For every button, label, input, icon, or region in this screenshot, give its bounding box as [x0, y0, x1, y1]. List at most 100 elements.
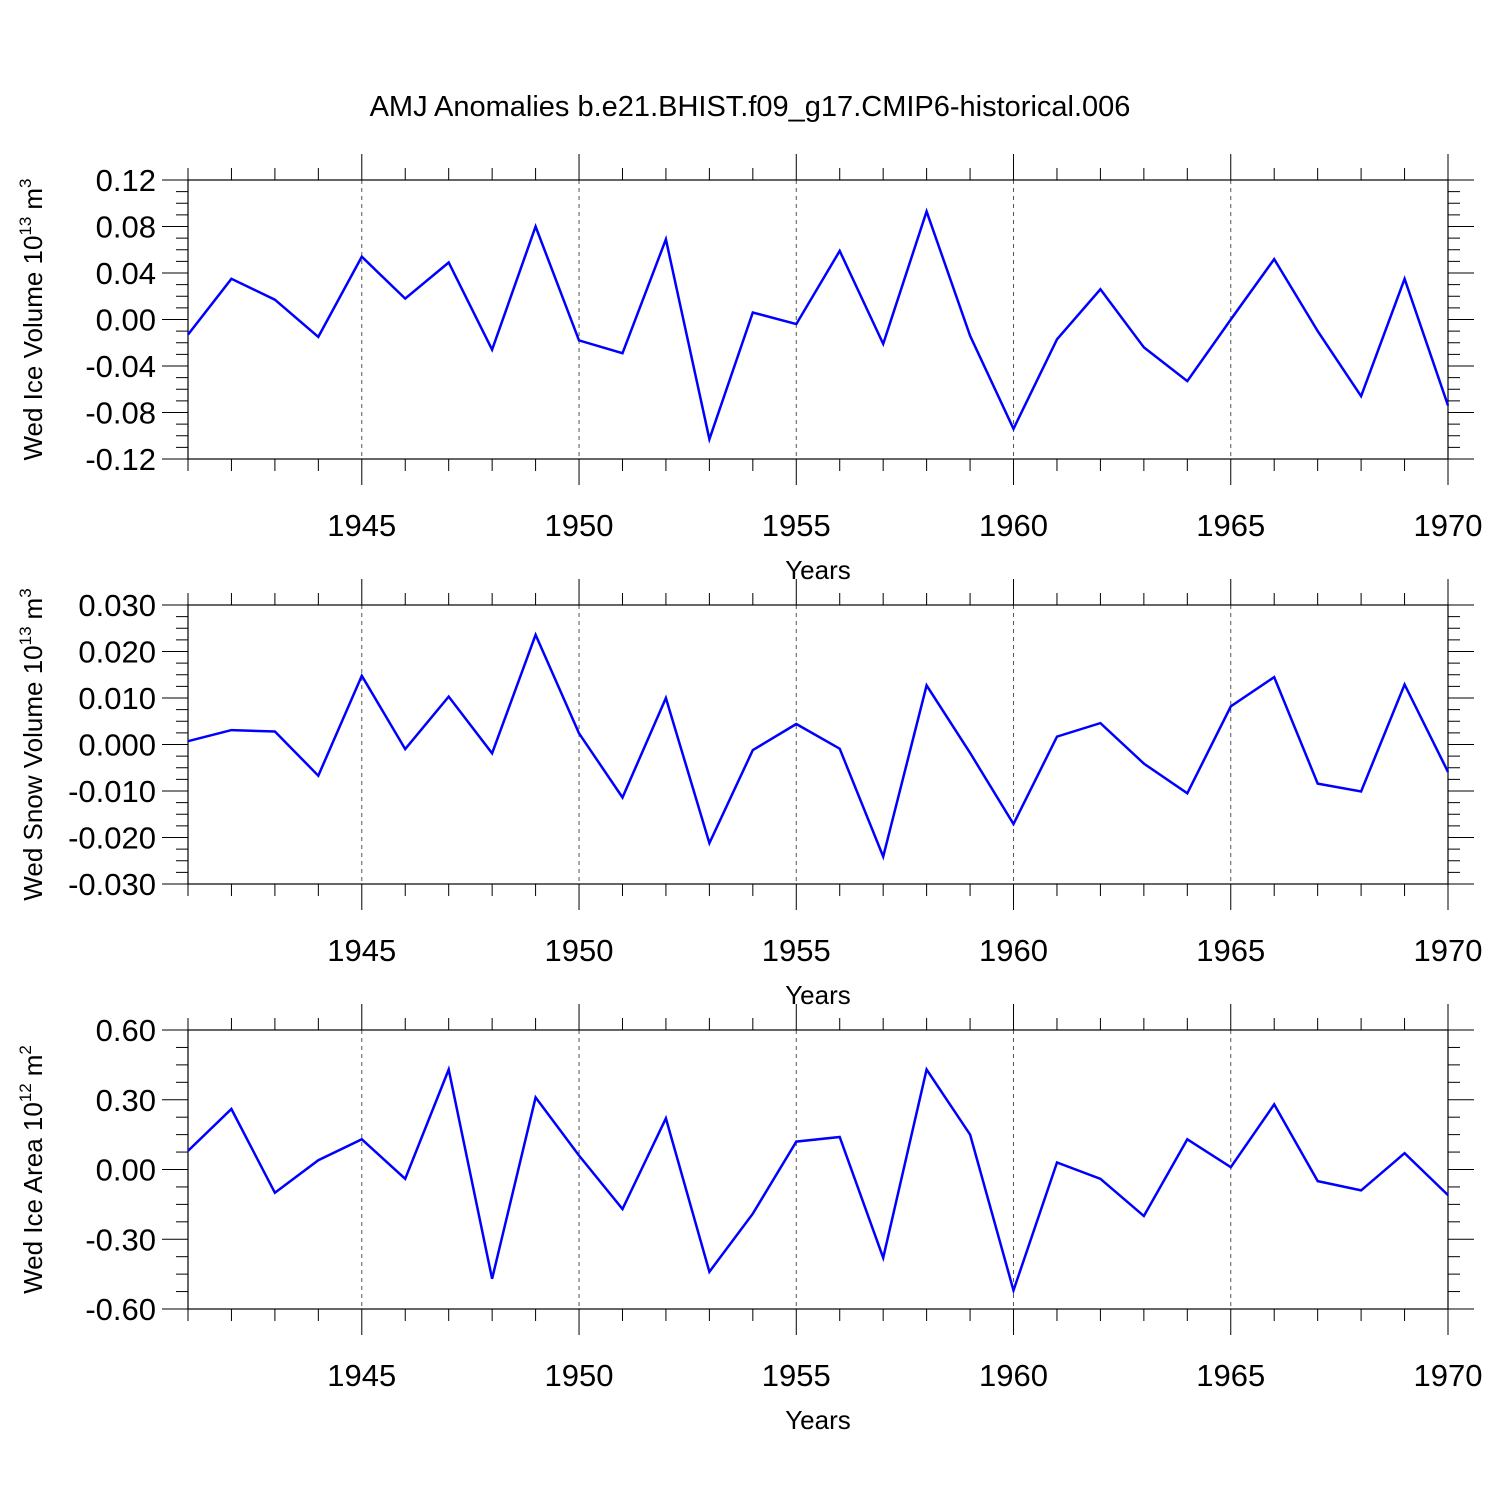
y-tick-label: 0.00 [96, 303, 156, 338]
x-tick-label: 1945 [327, 1358, 396, 1393]
x-tick-label: 1955 [762, 1358, 831, 1393]
data-point [1185, 791, 1189, 795]
y-axis-label-unit-exponent: 3 [16, 588, 35, 597]
y-axis-label-unit-exponent: 2 [16, 1045, 35, 1054]
data-point [534, 225, 538, 229]
y-axis-label-unit: m [18, 188, 48, 210]
data-point [751, 748, 755, 752]
data-point [316, 1158, 320, 1162]
x-tick-label: 1960 [979, 1358, 1048, 1393]
data-point [229, 1107, 233, 1111]
data-point [925, 683, 929, 687]
data-point [968, 334, 972, 338]
data-point [794, 722, 798, 726]
y-tick-label: -0.010 [68, 774, 156, 809]
x-tick-label: 1950 [545, 1358, 614, 1393]
y-tick-label: 0.08 [96, 210, 156, 245]
data-point [751, 311, 755, 315]
y-tick-label: -0.04 [85, 349, 156, 384]
y-axis-label-unit: m [18, 598, 48, 620]
figure-title: AMJ Anomalies b.e21.BHIST.f09_g17.CMIP6-… [370, 91, 1131, 123]
data-point [447, 695, 451, 699]
data-point [1142, 1214, 1146, 1218]
y-axis-label: Wed Ice Volume 1013 m3 [16, 178, 48, 460]
chart-panel-3: -0.60 -0.30 0.00 0.30 0.60 1945 1950 1955 1960 19… [16, 1004, 1482, 1435]
data-point [577, 1154, 581, 1158]
data-point [838, 747, 842, 751]
data-point [925, 209, 929, 213]
data-point [447, 1068, 451, 1072]
data-point [1012, 822, 1016, 826]
data-point [360, 255, 364, 259]
x-tick-label: 1965 [1196, 508, 1265, 543]
data-point [1446, 404, 1450, 408]
data-point [1229, 704, 1233, 708]
x-axis-label: Years [785, 555, 851, 585]
data-point [751, 1212, 755, 1216]
data-point [1098, 287, 1102, 291]
data-point [447, 261, 451, 265]
data-point [620, 351, 624, 355]
data-point [881, 855, 885, 859]
data-point [1403, 683, 1407, 687]
y-axis-label-unit-exponent: 3 [16, 178, 35, 187]
data-point [403, 1177, 407, 1181]
data-point [1142, 345, 1146, 349]
x-tick-label: 1970 [1414, 933, 1483, 968]
data-point [1359, 1188, 1363, 1192]
data-point [1403, 1151, 1407, 1155]
y-axis-label-exponent: 13 [16, 626, 35, 645]
y-axis-label-main: Wed Ice Area 10 [18, 1102, 48, 1294]
y-tick-label: -0.30 [85, 1222, 156, 1257]
data-point [229, 728, 233, 732]
x-tick-label: 1960 [979, 508, 1048, 543]
y-tick-label: 0.00 [96, 1153, 156, 1188]
data-point [1316, 1179, 1320, 1183]
data-point [707, 841, 711, 845]
data-point [1055, 337, 1059, 341]
data-point [1012, 1288, 1016, 1292]
plot-frame [187, 1029, 1449, 1310]
data-point [186, 739, 190, 743]
y-axis-label-exponent: 12 [16, 1083, 35, 1102]
y-axis-label-main: Wed Ice Volume 10 [18, 236, 48, 461]
x-tick-label: 1970 [1414, 508, 1483, 543]
data-point [1359, 394, 1363, 398]
data-point [1272, 675, 1276, 679]
x-tick-label: 1950 [545, 933, 614, 968]
data-point [490, 751, 494, 755]
data-point [577, 338, 581, 342]
data-point [273, 729, 277, 733]
data-point [1316, 329, 1320, 333]
data-point [316, 774, 320, 778]
data-point [794, 322, 798, 326]
x-tick-label: 1955 [762, 508, 831, 543]
y-axis-label-exponent: 13 [16, 217, 35, 236]
data-point [1055, 735, 1059, 739]
data-point [794, 1140, 798, 1144]
data-point [490, 348, 494, 352]
x-axis-label: Years [785, 1405, 851, 1435]
data-point [664, 1116, 668, 1120]
y-tick-label: 0.12 [96, 163, 156, 198]
data-point [316, 335, 320, 339]
x-tick-label: 1970 [1414, 1358, 1483, 1393]
data-point [707, 437, 711, 441]
data-point [1142, 762, 1146, 766]
data-point [273, 298, 277, 302]
series-line [187, 207, 1450, 444]
series-line [187, 631, 1450, 861]
data-point [186, 333, 190, 337]
plot-frame [187, 179, 1449, 460]
y-tick-label: 0.030 [78, 588, 156, 623]
y-tick-label: 0.020 [78, 635, 156, 670]
data-point [1272, 257, 1276, 261]
data-point [229, 277, 233, 281]
x-tick-label: 1960 [979, 933, 1048, 968]
y-tick-label: -0.08 [85, 396, 156, 431]
x-tick-label: 1965 [1196, 1358, 1265, 1393]
y-tick-label: 0.60 [96, 1013, 156, 1048]
y-tick-label: 0.30 [96, 1083, 156, 1118]
data-point [838, 249, 842, 253]
